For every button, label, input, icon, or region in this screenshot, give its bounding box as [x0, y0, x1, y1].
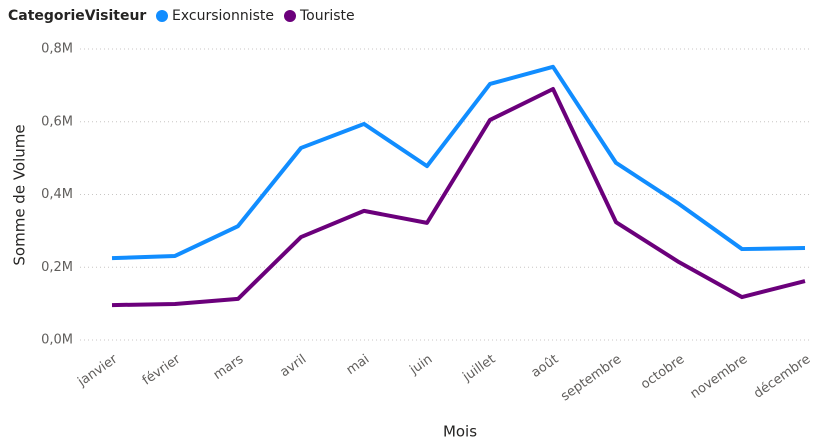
x-tick-label: janvier — [74, 351, 120, 390]
x-tick-label: septembre — [558, 352, 624, 404]
legend-label: Touriste — [299, 8, 355, 24]
y-tick-label: 0,6M — [41, 114, 73, 129]
x-axis-title: Mois — [443, 423, 477, 440]
legend-label: Excursionniste — [172, 8, 274, 24]
y-tick-label: 0,2M — [41, 260, 73, 275]
series-line — [111, 87, 806, 308]
x-tick-label: novembre — [688, 352, 751, 402]
x-tick-label: octobre — [638, 352, 687, 393]
x-tick-label: février — [140, 351, 184, 388]
legend-title: CategorieVisiteur — [8, 8, 146, 24]
x-tick-label: mai — [344, 352, 372, 378]
x-tick-label: mars — [211, 352, 247, 383]
x-tick-label: juillet — [460, 352, 499, 385]
y-tick-label: 0,8M — [41, 42, 73, 57]
series-line — [111, 64, 806, 261]
x-tick-label: décembre — [751, 352, 813, 402]
y-tick-label: 0,0M — [41, 333, 73, 348]
y-tick-label: 0,4M — [41, 187, 73, 202]
x-tick-label: juin — [406, 352, 435, 378]
legend-marker — [284, 10, 296, 22]
y-axis-title: Somme de Volume — [11, 124, 29, 265]
x-tick-label: août — [529, 352, 562, 381]
x-tick-label: avril — [278, 352, 310, 380]
legend-marker — [156, 10, 168, 22]
